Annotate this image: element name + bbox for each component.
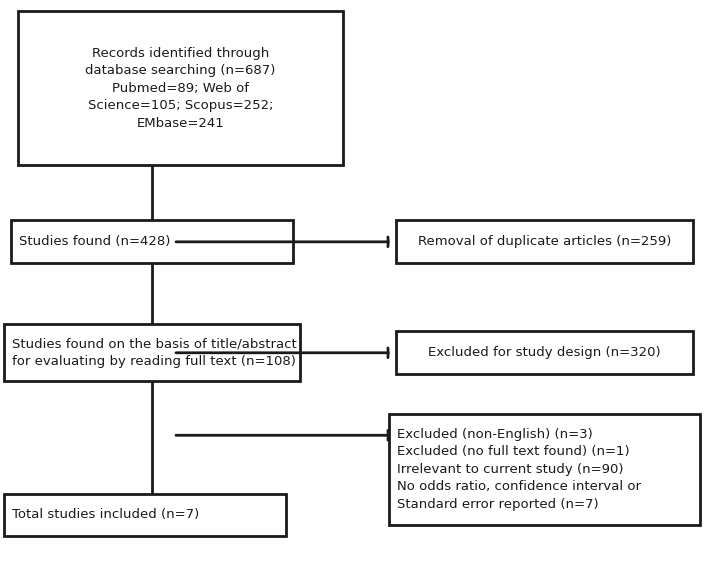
Text: Total studies included (n=7): Total studies included (n=7) xyxy=(12,509,199,521)
Bar xyxy=(11,221,293,263)
Text: Excluded for study design (n=320): Excluded for study design (n=320) xyxy=(428,347,661,359)
Bar xyxy=(4,324,300,381)
Text: Excluded (non-English) (n=3)
Excluded (no full text found) (n=1)
Irrelevant to c: Excluded (non-English) (n=3) Excluded (n… xyxy=(397,428,641,511)
Bar xyxy=(396,221,693,263)
Bar xyxy=(396,331,693,374)
Bar xyxy=(18,11,343,165)
Bar xyxy=(4,493,286,536)
Bar xyxy=(389,414,700,525)
Text: Records identified through
database searching (n=687)
Pubmed=89; Web of
Science=: Records identified through database sear… xyxy=(85,47,276,130)
Text: Studies found on the basis of title/abstract
for evaluating by reading full text: Studies found on the basis of title/abst… xyxy=(12,337,297,368)
Text: Studies found (n=428): Studies found (n=428) xyxy=(19,236,170,248)
Text: Removal of duplicate articles (n=259): Removal of duplicate articles (n=259) xyxy=(418,236,671,248)
